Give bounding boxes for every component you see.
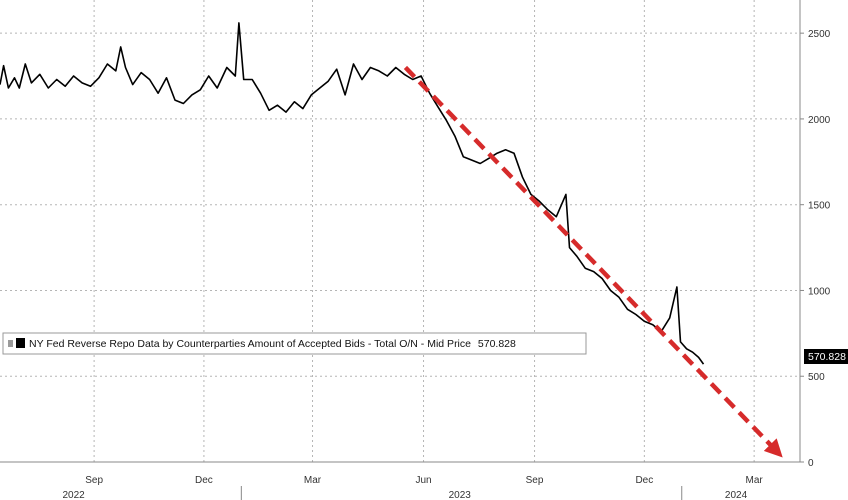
x-tick-label: Sep bbox=[85, 475, 103, 486]
axes: 0 500 1000 1500 2000 2500 Sep Dec Mar Jun Sep Dec Ma… bbox=[0, 0, 831, 500]
legend: NY Fed Reverse Repo Data by Counterparti… bbox=[2, 332, 587, 355]
series-layer bbox=[0, 22, 705, 365]
last-value-label: 570.828 bbox=[804, 349, 848, 364]
legend-box bbox=[2, 332, 587, 355]
x-tick-label: Mar bbox=[746, 475, 764, 486]
y-tick-label: 1500 bbox=[808, 201, 831, 212]
legend-marker-small bbox=[8, 340, 13, 347]
legend-marker bbox=[16, 338, 25, 348]
x-year-label: 2024 bbox=[725, 490, 748, 500]
y-tick-label: 2000 bbox=[808, 115, 831, 126]
y-tick-label: 2500 bbox=[808, 29, 831, 40]
legend-series-name: NY Fed Reverse Repo Data by Counterparti… bbox=[29, 338, 471, 350]
x-year-label: 2023 bbox=[449, 490, 472, 500]
last-value-text: 570.828 bbox=[808, 351, 846, 363]
x-tick-label: Dec bbox=[195, 475, 213, 486]
y-tick-label: 500 bbox=[808, 372, 825, 383]
x-tick-label: Sep bbox=[526, 475, 544, 486]
legend-label: NY Fed Reverse Repo Data by Counterparti… bbox=[29, 338, 516, 350]
x-year-label: 2022 bbox=[62, 490, 85, 500]
last-value-box bbox=[804, 349, 848, 364]
series-line bbox=[0, 22, 705, 365]
gridlines bbox=[0, 0, 800, 463]
y-tick-label: 0 bbox=[808, 458, 814, 469]
x-tick-label: Jun bbox=[415, 475, 431, 486]
x-tick-label: Dec bbox=[635, 475, 653, 486]
trend-arrow-layer bbox=[403, 65, 783, 458]
x-tick-label: Mar bbox=[304, 475, 322, 486]
legend-last-value: 570.828 bbox=[478, 338, 516, 350]
trend-arrow bbox=[403, 65, 783, 458]
y-tick-label: 1000 bbox=[808, 286, 831, 297]
